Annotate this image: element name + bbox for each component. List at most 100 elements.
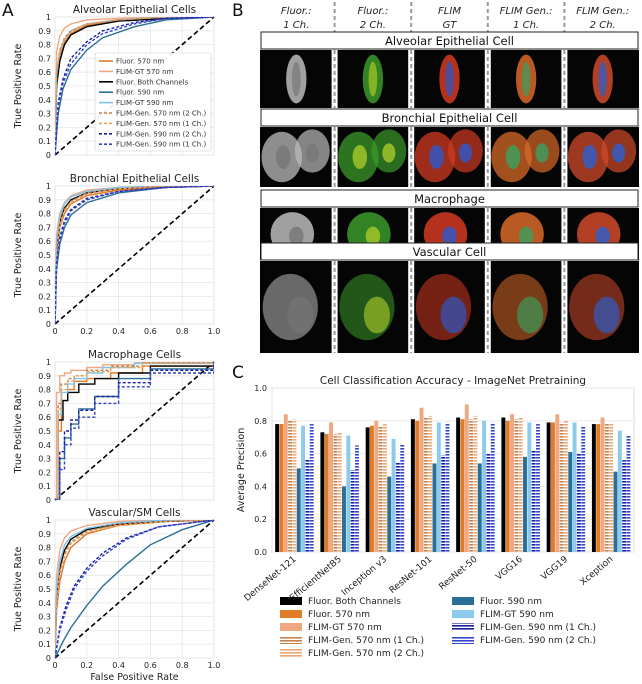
y-tick-label: 0 (46, 151, 51, 160)
y-tick-label: 0.2 (38, 292, 51, 301)
bar (559, 422, 564, 552)
x-tick-label: 1.0 (208, 327, 221, 336)
cell-nucleus (429, 145, 444, 169)
legend-swatch (280, 649, 302, 657)
legend-label: Fluor. Both Channels (308, 597, 401, 607)
bar (531, 450, 536, 552)
roc-curve-fluor-590-nm (55, 17, 214, 155)
image-tile (336, 50, 410, 108)
bar (514, 419, 519, 552)
y-tick-label: 0.7 (38, 223, 51, 232)
y-axis-label: True Positive Rate (13, 44, 24, 130)
y-tick-label: 0.3 (38, 455, 51, 464)
bar (292, 419, 297, 552)
roc-panel: Alveolar Epithelial Cells 0 0.1 0.2 0.3 0.4 0.… (13, 4, 220, 683)
y-tick-label: 0.5 (38, 427, 51, 436)
bar (305, 458, 310, 552)
column-header-line1: Fluor.: (358, 6, 389, 17)
legend-label: Fluor. 570 nm (116, 58, 164, 66)
y-tick-label: 0.6 (38, 68, 51, 77)
row-label: Vascular Cell (413, 245, 487, 259)
bar (382, 424, 387, 552)
y-tick-label: 0.1 (38, 482, 51, 491)
cell-nucleus (535, 143, 549, 163)
bar (596, 424, 601, 552)
y-tick-label: 0.4 (38, 441, 51, 450)
bar (324, 433, 329, 552)
bar (490, 422, 495, 552)
bar (576, 453, 581, 552)
roc-curve-flim-gen-590-nm-1-ch- (55, 186, 214, 324)
bar (279, 424, 284, 552)
row-label: Bronchial Epithelial Cell (382, 111, 518, 125)
bar (460, 419, 465, 552)
y-tick-label: 0.6 (38, 237, 51, 246)
roc-title: Alveolar Epithelial Cells (73, 4, 196, 16)
cell-nucleus (595, 226, 610, 246)
image-tile (566, 127, 639, 187)
y-tick-label: 0.3 (38, 613, 51, 622)
legend-label: Fluor. Both Channels (116, 78, 189, 86)
bar (482, 420, 487, 552)
separator-gap (408, 208, 415, 260)
column-header-line2: GT (443, 20, 458, 31)
y-tick-label: 0 (46, 496, 51, 505)
legend-label: FLIM-Gen. 570 nm (2 Ch.) (308, 649, 424, 659)
bar (432, 463, 437, 552)
bar (469, 419, 474, 552)
bar (333, 433, 338, 552)
y-tick-label: 0.5 (38, 82, 51, 91)
image-tile (566, 261, 639, 353)
y-tick-label: 0.1 (38, 137, 51, 146)
roc-curve-fluor-590-nm (55, 520, 214, 658)
y-tick-label: 0.9 (38, 530, 51, 539)
y-tick-label: 1.0 (254, 384, 267, 393)
y-tick-label: 1 (46, 182, 51, 191)
roc-curve-fluor-both-channels (55, 17, 214, 155)
legend-swatch (280, 636, 302, 644)
y-tick-label: 0.7 (38, 399, 51, 408)
bar-chart-title: Cell Classification Accuracy - ImageNet … (320, 375, 586, 387)
separator-gap (484, 208, 491, 260)
cell-nucleus (593, 296, 620, 334)
y-tick-label: 0.5 (38, 251, 51, 260)
legend-label: FLIM-Gen. 570 nm (2 Ch.) (116, 110, 206, 118)
row-band (260, 31, 639, 50)
roc-legend: Fluor. 570 nm FLIM-GT 570 nm Fluor. Both C… (94, 52, 212, 152)
bar-chart-panel: Cell Classification Accuracy - ImageNet … (236, 375, 635, 659)
bar (355, 445, 359, 552)
bar (436, 422, 441, 552)
legend-swatch (280, 597, 302, 605)
separator-gap (331, 208, 338, 260)
bar (527, 422, 532, 552)
bar (369, 425, 374, 552)
bar (617, 430, 622, 552)
x-tick-label: 0.6 (144, 327, 157, 336)
bar (428, 415, 433, 552)
roc-plot-1: Alveolar Epithelial Cells 0 0.1 0.2 0.3 0.4 0.… (13, 4, 215, 160)
image-tile (566, 50, 639, 108)
bar (415, 420, 420, 552)
legend-label: Fluor. 590 nm (116, 89, 164, 97)
legend-label: FLIM-Gen. 570 nm (1 Ch.) (308, 636, 424, 646)
y-tick-label: 1 (46, 13, 51, 22)
bar (346, 435, 351, 552)
image-tile (260, 50, 333, 108)
roc-curve-flim-gt-590-nm (55, 520, 214, 658)
column-header-line1: FLIM Gen.: (576, 6, 629, 17)
y-tick-label: 0.4 (38, 96, 51, 105)
curve-group (55, 17, 214, 155)
column-header-line2: 2 Ch. (590, 20, 616, 31)
bar (591, 424, 596, 552)
bar (365, 427, 370, 552)
roc-title: Macrophage Cells (88, 349, 181, 361)
roc-curve-flim-gen-590-nm-1-ch- (55, 362, 214, 500)
cell-nucleus (305, 143, 319, 163)
bar (419, 407, 424, 552)
bar (464, 404, 469, 552)
y-tick-label: 0.2 (38, 468, 51, 477)
bar (423, 417, 428, 552)
y-axis-label: True Positive Rate (13, 213, 24, 299)
bar (600, 417, 605, 552)
y-tick-label: 0.4 (38, 265, 51, 274)
